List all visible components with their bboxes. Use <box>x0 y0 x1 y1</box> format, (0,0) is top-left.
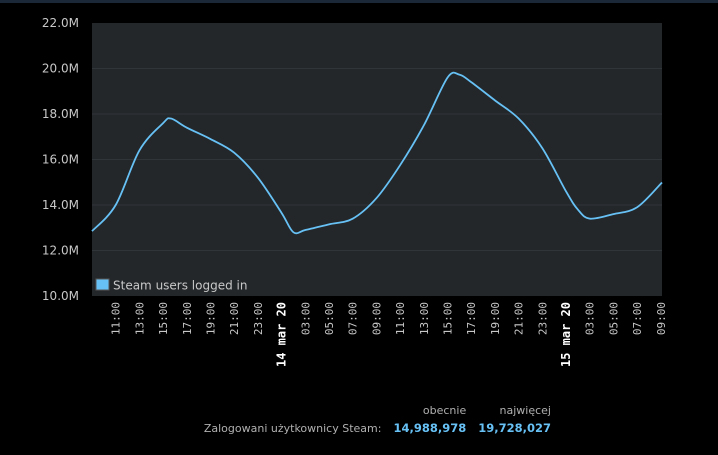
y-tick-label: 10.0M <box>42 289 79 303</box>
x-tick-label: 11:00 <box>110 302 123 335</box>
x-tick-label: 09:00 <box>655 302 668 335</box>
x-tick-label: 11:00 <box>394 302 407 335</box>
y-tick-label: 22.0M <box>42 16 79 30</box>
y-tick-label: 16.0M <box>42 153 79 167</box>
x-tick-label: 09:00 <box>370 302 383 335</box>
x-tick-label: 19:00 <box>489 302 502 335</box>
y-tick-label: 20.0M <box>42 62 79 76</box>
stats-row-label: Zalogowani użytkownicy Steam: <box>203 421 382 435</box>
series-line <box>91 71 663 235</box>
peak-users: 19,728,027 <box>478 421 551 435</box>
y-tick-label: 18.0M <box>42 107 79 121</box>
x-tick-label: 21:00 <box>228 302 241 335</box>
x-tick-label: 05:00 <box>607 302 620 335</box>
x-tick-label: 03:00 <box>584 302 597 335</box>
x-tick-label: 07:00 <box>347 302 360 335</box>
x-tick-date: 15 mar 20 <box>559 302 573 367</box>
x-tick-label: 23:00 <box>252 302 265 335</box>
chart: 10.0M 12.0M 14.0M 16.0M 18.0M 20.0M 22.0M 11:00… <box>42 16 668 367</box>
x-tick-label: 15:00 <box>442 302 455 335</box>
y-tick-label: 14.0M <box>42 198 79 212</box>
x-tick-label: 17:00 <box>181 302 194 335</box>
top-bar <box>0 0 718 3</box>
x-tick-label: 03:00 <box>299 302 312 335</box>
x-tick-label: 19:00 <box>205 302 218 335</box>
x-tick-label: 15:00 <box>157 302 170 335</box>
x-tick-label: 21:00 <box>513 302 526 335</box>
y-tick-label: 12.0M <box>42 244 79 258</box>
current-users: 14,988,978 <box>393 421 467 435</box>
x-tick-label: 13:00 <box>133 302 146 335</box>
x-tick-label: 23:00 <box>536 302 549 335</box>
peak-header: najwięcej <box>499 404 551 417</box>
current-header: obecnie <box>422 404 467 417</box>
x-tick-label: 13:00 <box>418 302 431 335</box>
legend-label: Steam users logged in <box>113 279 247 293</box>
x-tick-label: 07:00 <box>631 302 644 335</box>
legend-swatch <box>95 278 110 291</box>
x-tick-label: 17:00 <box>465 302 478 335</box>
x-tick-label: 05:00 <box>323 302 336 335</box>
stats-table: obecnie najwięcej Zalogowani użytkownicy … <box>192 402 551 437</box>
x-tick-date: 14 mar 20 <box>275 302 289 367</box>
